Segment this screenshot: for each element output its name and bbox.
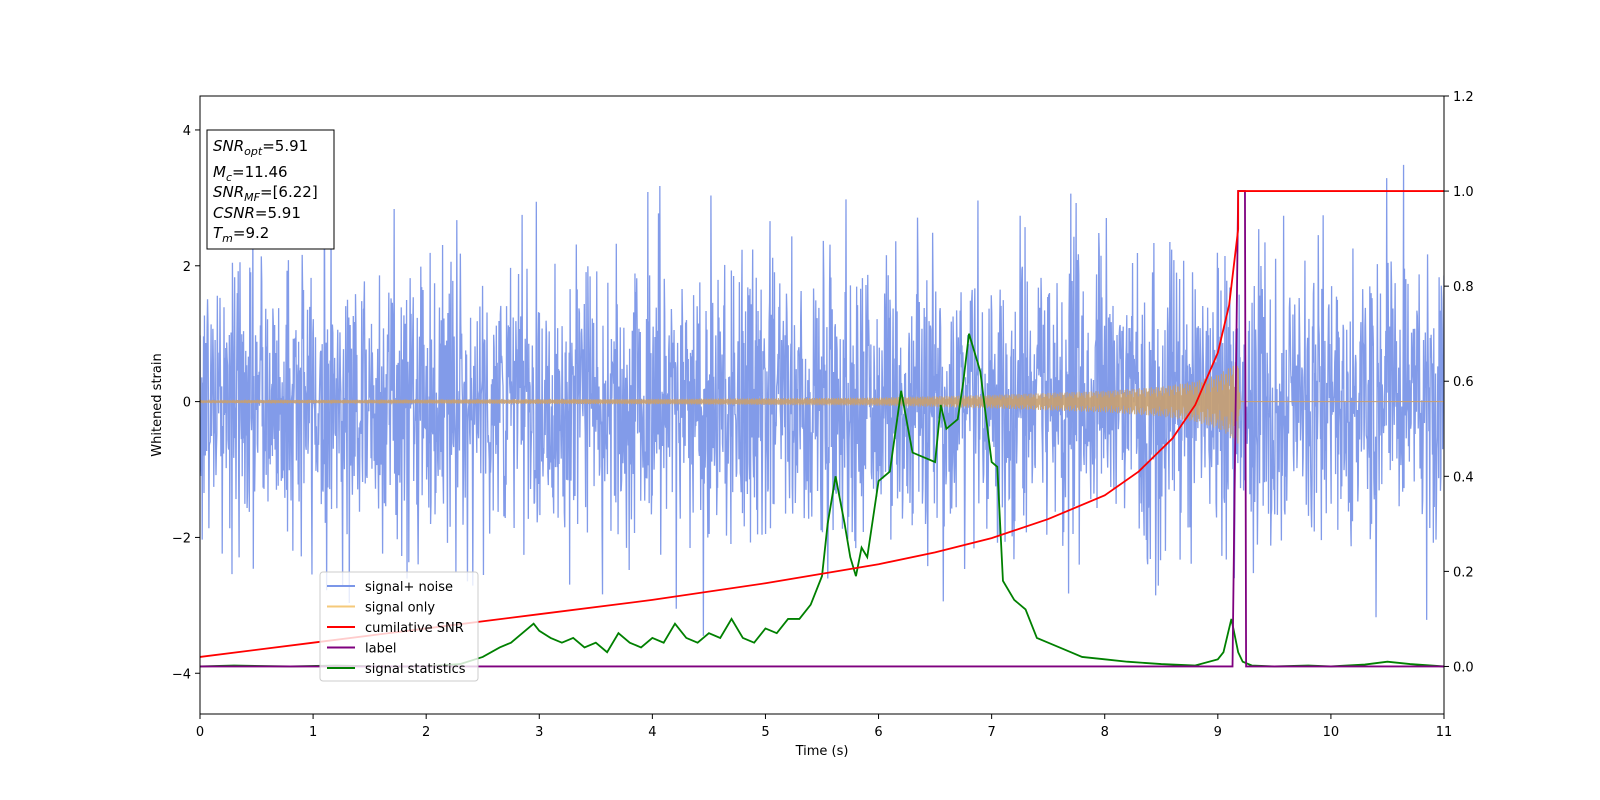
y-axis-right: 0.0 0.2 0.4 0.6 0.8 1.0 1.2: [1444, 90, 1474, 675]
x-tick-label: 5: [761, 725, 769, 740]
info-line: Mc=11.46: [213, 163, 288, 184]
x-tick-label: 0: [196, 725, 204, 740]
y-right-tick-label: 0.0: [1453, 660, 1474, 675]
x-axis: 0 1 2 3 4 5 6 7 8 9 10 11: [196, 714, 1452, 740]
y-axis-left: −4 −2 0 2 4: [172, 124, 200, 682]
y-right-tick-label: 0.6: [1453, 375, 1474, 390]
info-box-frame: [206, 129, 335, 250]
y-left-tick-label: 2: [183, 260, 191, 275]
series-signal-only: [200, 362, 1444, 444]
y-axis-title: Whitened strain: [150, 353, 165, 456]
y-right-tick-label: 0.8: [1453, 280, 1474, 295]
plot-frame: [199, 95, 1445, 715]
x-tick-label: 6: [874, 725, 882, 740]
x-tick-label: 7: [987, 725, 995, 740]
legend: signal+ noise signal only cumilative SNR la…: [319, 571, 479, 682]
info-line: Tm=9.2: [213, 224, 269, 245]
legend-label: signal statistics: [365, 662, 466, 677]
x-axis-title: Time (s): [795, 744, 849, 759]
y-left-tick-label: −2: [172, 531, 191, 546]
x-tick-label: 9: [1214, 725, 1222, 740]
series-cumulative-snr: [200, 190, 1444, 658]
legend-label: signal only: [365, 601, 435, 616]
y-left-tick-label: 4: [183, 124, 191, 139]
y-right-tick-label: 1.2: [1453, 90, 1474, 105]
x-tick-label: 8: [1101, 725, 1109, 740]
series-signal-noise: [200, 164, 1444, 636]
legend-label: cumilative SNR: [365, 621, 464, 636]
x-tick-label: 10: [1323, 725, 1340, 740]
info-line: SNRMF=[6.22]: [213, 183, 318, 204]
y-right-tick-label: 0.4: [1453, 470, 1474, 485]
x-tick-label: 11: [1436, 725, 1453, 740]
y-right-tick-label: 0.2: [1453, 565, 1474, 580]
x-tick-label: 4: [648, 725, 656, 740]
legend-label: signal+ noise: [365, 580, 453, 595]
y-right-tick-label: 1.0: [1453, 185, 1474, 200]
y-left-tick-label: −4: [172, 667, 191, 682]
y-left-tick-label: 0: [183, 396, 191, 411]
info-line: CSNR=5.91: [213, 204, 301, 222]
info-line: SNRopt=5.91: [213, 137, 308, 158]
legend-label: label: [365, 642, 396, 657]
series-signal-statistics: [200, 333, 1444, 668]
x-tick-label: 1: [309, 725, 317, 740]
x-tick-label: 2: [422, 725, 430, 740]
legend-frame: [319, 571, 479, 682]
x-tick-label: 3: [535, 725, 543, 740]
info-box: SNRopt=5.91 Mc=11.46SNRMF=[6.22]CSNR=5.91…: [206, 129, 335, 250]
plot-series-layer: [200, 164, 1444, 668]
